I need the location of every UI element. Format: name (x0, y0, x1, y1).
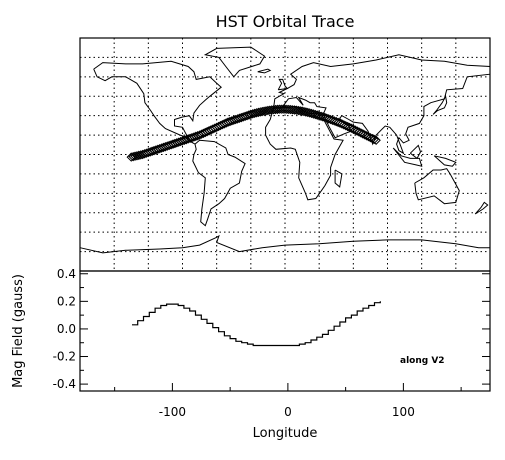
orbit-point (369, 134, 379, 145)
orbit-point (132, 151, 142, 161)
orbit-point (251, 108, 262, 118)
orbit-point (126, 152, 136, 162)
orbit-point (253, 107, 264, 118)
coastline (257, 68, 272, 74)
orbit-point (282, 104, 292, 115)
coastline (203, 46, 266, 78)
orbit-trace (126, 104, 381, 162)
y-tick-label: 0.0 (57, 322, 76, 336)
mag-field-axes: 0.4 0.2 0.0 -0.2 -0.4 -100 0 100 (53, 267, 490, 419)
coastline (392, 147, 423, 167)
x-tick-label: 0 (284, 405, 292, 419)
orbit-point (128, 151, 138, 162)
y-tick-label: 0.2 (57, 294, 76, 308)
coastline (192, 139, 246, 227)
coastline (334, 169, 343, 188)
x-axis-label: Longitude (253, 426, 318, 441)
coastline (273, 54, 491, 155)
y-tick-label: -0.2 (53, 350, 76, 364)
orbit-point (130, 151, 140, 161)
mag-field-line (132, 301, 381, 347)
orbit-point (289, 105, 300, 115)
annotation-label: along V2 (400, 356, 445, 366)
y-tick-label: -0.4 (53, 377, 76, 391)
orbit-point (134, 150, 144, 161)
coastline (79, 234, 490, 254)
orbit-point (246, 109, 256, 120)
orbit-point (249, 108, 260, 119)
mag-field-frame (79, 270, 491, 392)
orbit-point (248, 109, 258, 119)
orbit-point (284, 104, 294, 115)
coastline (409, 144, 422, 160)
y-tick-label: 0.4 (57, 267, 76, 281)
y-axis-label: Mag Field (gauss) (11, 274, 26, 388)
orbit-point (293, 105, 303, 116)
x-tick-label: -100 (159, 405, 186, 419)
orbit-point (291, 105, 302, 115)
orbit-point (255, 107, 266, 117)
coastline (474, 201, 489, 215)
coastline (414, 168, 460, 205)
coastline (93, 60, 222, 145)
orbit-point (371, 135, 381, 145)
orbit-point (285, 104, 296, 115)
orbit-point (280, 104, 290, 114)
coastline (433, 155, 457, 167)
orbit-point (295, 106, 305, 116)
map-title: HST Orbital Trace (216, 12, 355, 31)
x-tick-label: 100 (392, 405, 415, 419)
coastline (277, 78, 289, 91)
orbit-point (287, 105, 298, 115)
mag-field-series (132, 301, 381, 347)
coastline (432, 94, 448, 115)
